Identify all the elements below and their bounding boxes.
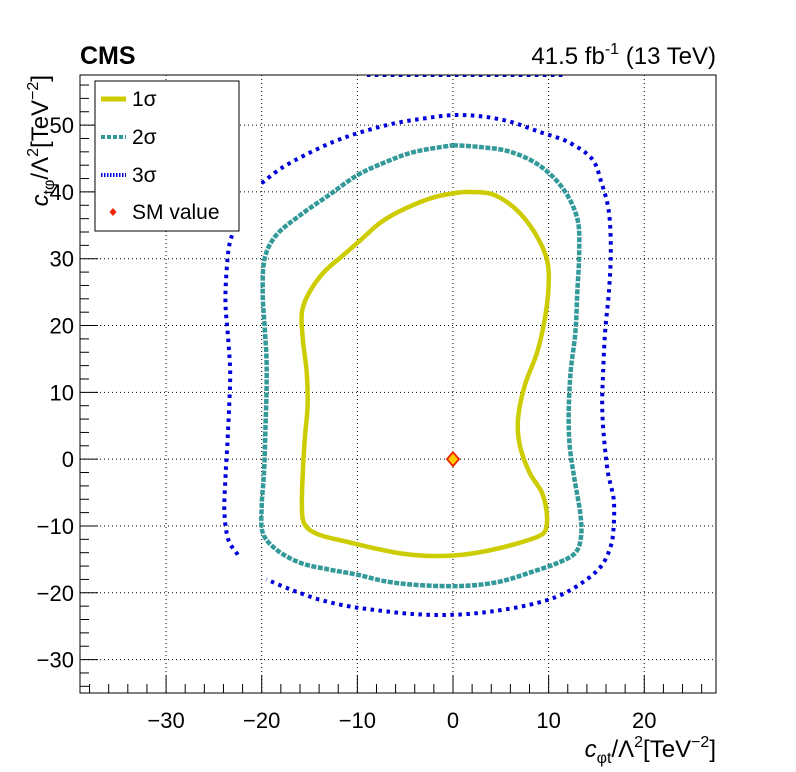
y-tick-label: 30	[50, 247, 74, 272]
contour-1sigma	[299, 189, 552, 559]
y-tick-label: −20	[37, 581, 74, 606]
experiment-label: CMS	[80, 42, 136, 70]
y-title-close: ]	[27, 75, 54, 82]
x-title-close: ]	[709, 736, 716, 763]
y-tick-label: 50	[50, 113, 74, 138]
x-tick-label: 10	[536, 708, 560, 733]
sm-value-marker	[445, 450, 461, 468]
y-axis-title-group: ctφ/Λ2[TeV−2]	[25, 75, 58, 206]
legend: 1σ 2σ 3σ SM value	[94, 80, 240, 232]
x-title-unit-sup: −2	[691, 734, 709, 751]
lumi-exponent: -1	[605, 41, 619, 58]
x-axis-title: cφt/Λ2[TeV−2]	[585, 734, 716, 767]
y-title-unit-sup: −2	[25, 82, 42, 100]
contour-3sigma-segment	[260, 113, 617, 618]
lumi-energy: (13 TeV)	[619, 43, 716, 70]
x-title-mid: /Λ	[611, 736, 634, 763]
x-title-sub: φt	[597, 750, 612, 767]
contour-clip-group	[222, 75, 617, 618]
y-tick-label: 0	[62, 447, 74, 472]
contour-series	[222, 75, 617, 618]
y-title-sup: 2	[25, 148, 42, 157]
x-title-unit: [TeV	[643, 736, 691, 763]
x-tick-label: 20	[632, 708, 656, 733]
legend-box	[94, 80, 240, 232]
y-tick-label: −10	[37, 514, 74, 539]
y-axis-title: ctφ/Λ2[TeV−2]	[25, 75, 58, 206]
y-title-c: c	[27, 194, 54, 206]
y-title-sub: tφ	[41, 180, 58, 195]
x-tick-label: −30	[147, 708, 184, 733]
y-tick-label: −30	[37, 648, 74, 673]
legend-label-1sigma: 1σ	[132, 88, 157, 111]
contour-3sigma-segment	[222, 231, 240, 556]
y-tick-label: 40	[50, 180, 74, 205]
legend-marker-sm	[109, 208, 117, 216]
x-title-sup: 2	[634, 734, 643, 751]
grid	[80, 75, 716, 693]
legend-label-3sigma: 3σ	[132, 164, 157, 187]
x-tick-label: −10	[339, 708, 376, 733]
plot-frame	[79, 74, 717, 694]
y-tick-label: 20	[50, 314, 74, 339]
x-tick-label: 0	[447, 708, 459, 733]
y-title-unit: [TeV	[27, 100, 54, 148]
legend-label-2sigma: 2σ	[132, 126, 157, 149]
legend-label-sm: SM value	[132, 201, 220, 224]
axis-ticks: −30 −20 −10 0 10 20 −30 −20 −10 0 10 20 30 40 50	[37, 84, 703, 733]
luminosity-label: 41.5 fb-1 (13 TeV)	[531, 41, 716, 70]
x-tick-label: −20	[243, 708, 280, 733]
y-title-mid: /Λ	[27, 157, 54, 180]
y-tick-label: 10	[50, 380, 74, 405]
x-title-c: c	[585, 736, 597, 763]
lumi-value: 41.5 fb	[531, 43, 604, 70]
